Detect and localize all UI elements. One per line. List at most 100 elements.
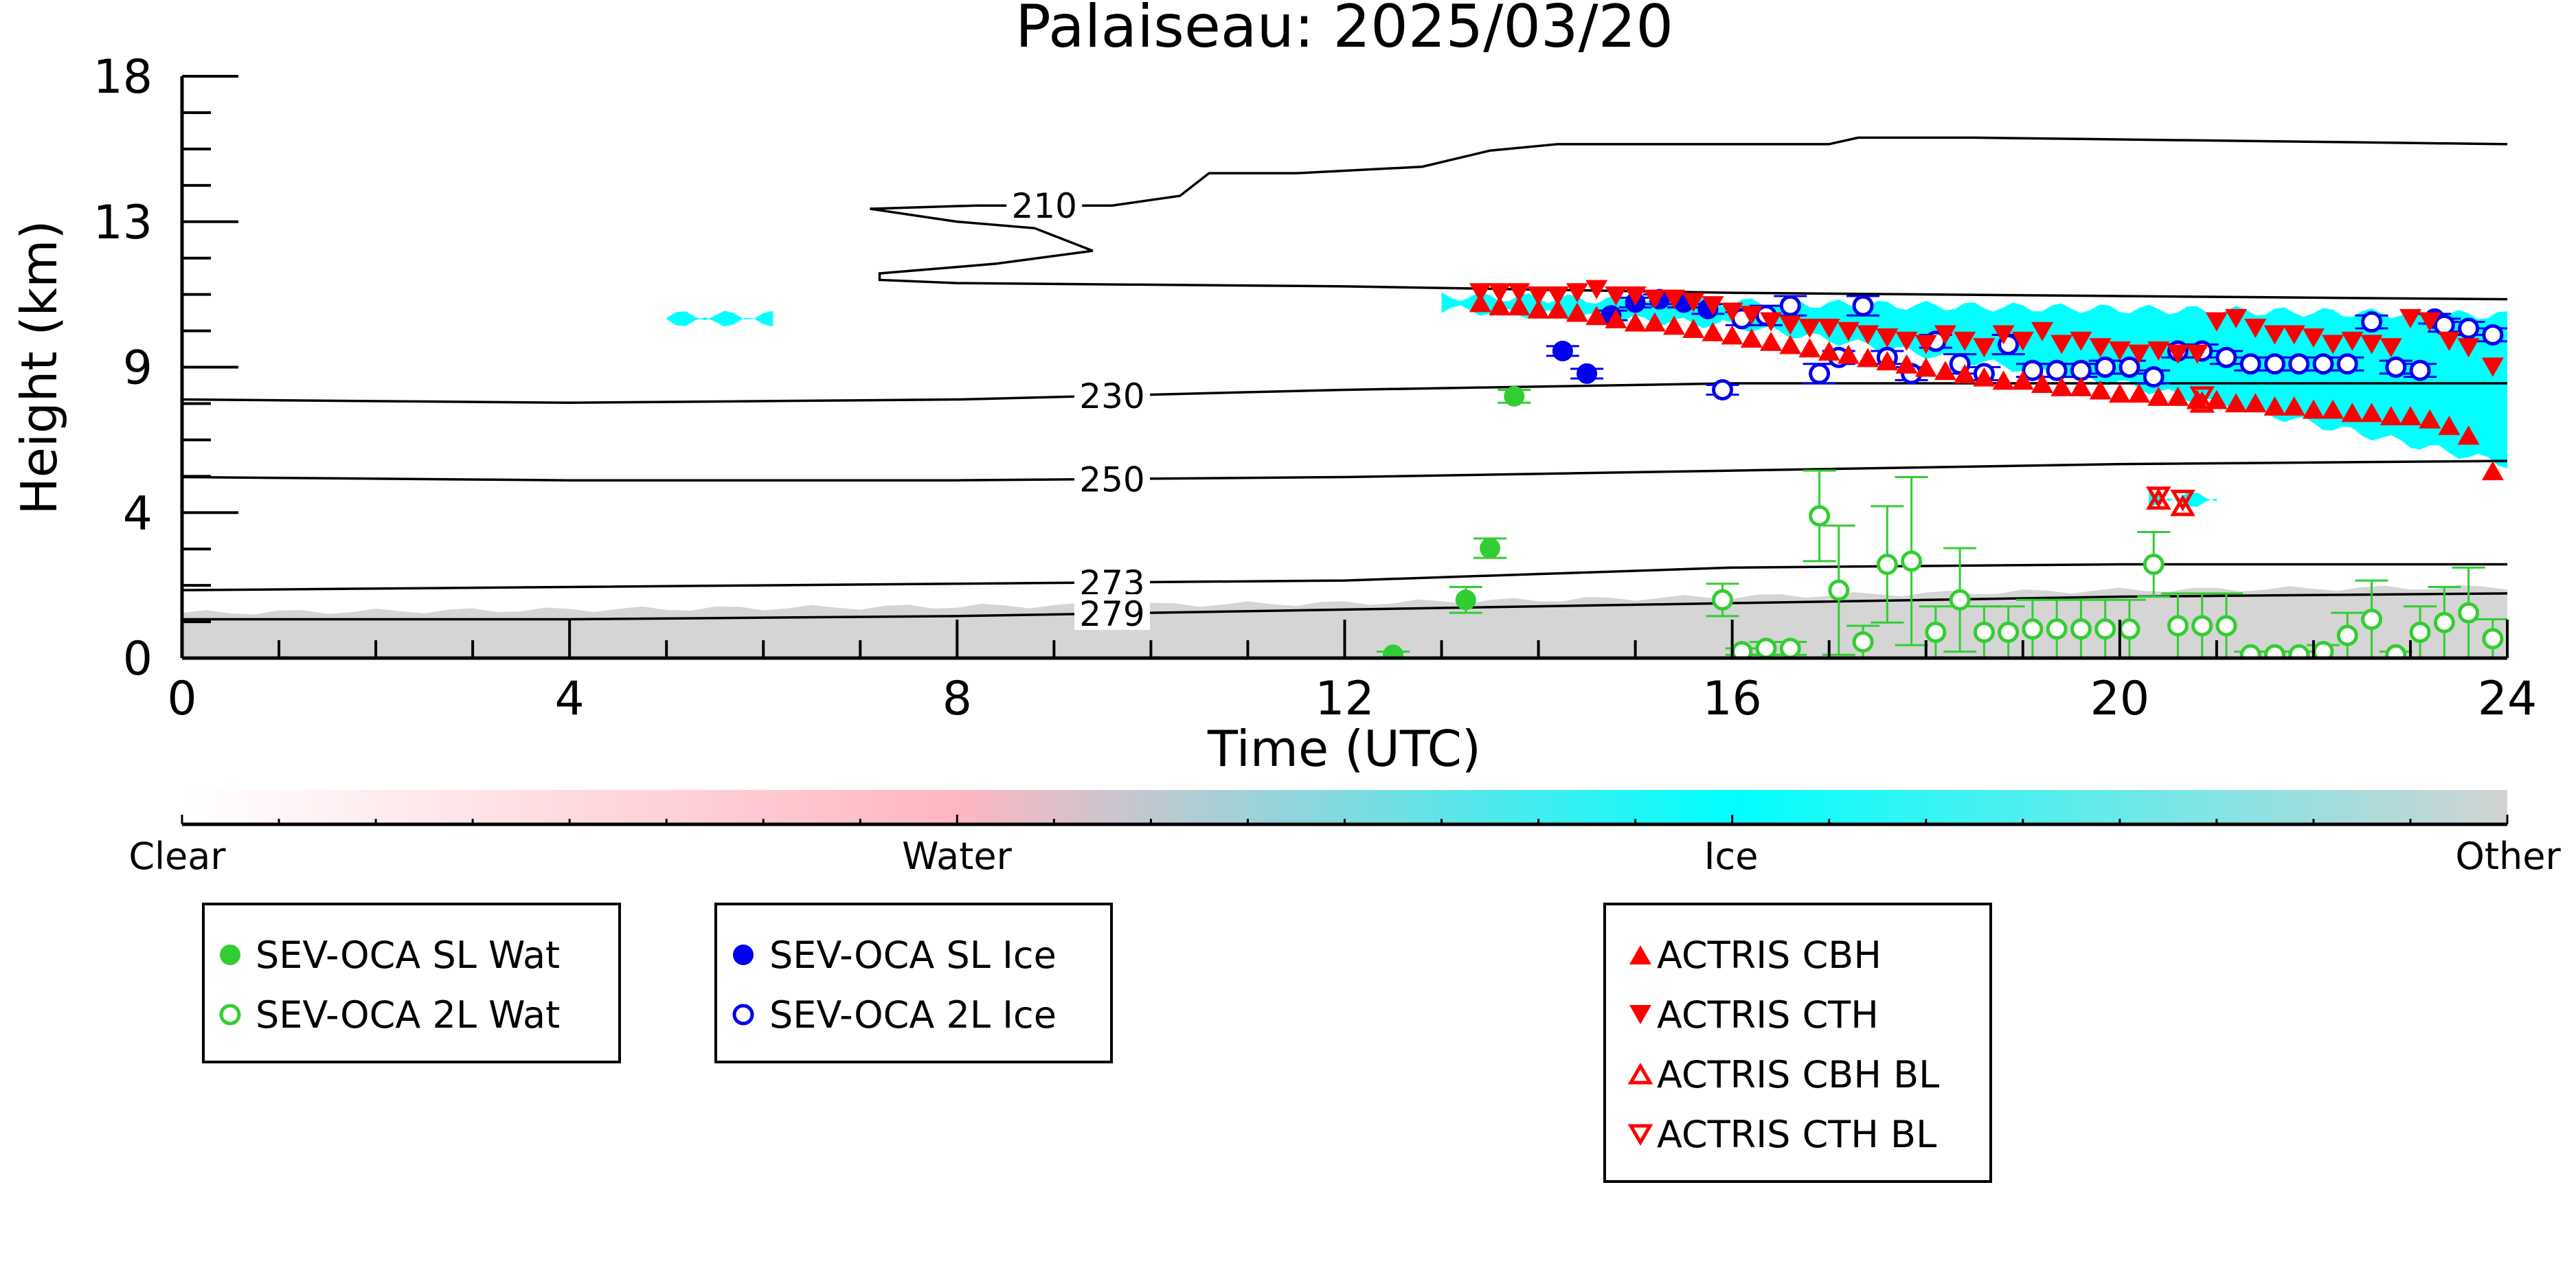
actris-cbh-point xyxy=(1876,351,1899,371)
sev-oca-2l-ice-point xyxy=(2094,357,2116,378)
actris-cbh-point xyxy=(2128,383,2151,403)
actris-cbh-point xyxy=(1605,308,1627,328)
sev-oca-2l-ice-point xyxy=(2288,353,2310,375)
sev-oca-2l-wat-point xyxy=(1998,621,2020,643)
actris-cth-point xyxy=(1566,283,1588,303)
legend-label-cbh: ACTRIS CBH xyxy=(1657,934,1882,977)
sev-oca-2l-ice-point xyxy=(2070,359,2092,381)
legend-label-2l-wat: SEV-OCA 2L Wat xyxy=(256,993,560,1037)
sev-oca-2l-ice-point xyxy=(2215,346,2237,368)
actris-cth-bl-point xyxy=(2145,486,2171,508)
sev-oca-2l-wat-point xyxy=(2143,554,2165,576)
y-tick-label: 18 xyxy=(93,50,152,104)
actris-cth-point xyxy=(2070,331,2092,351)
actris-cth-point xyxy=(2438,331,2461,351)
sev-oca-2l-ice-point xyxy=(2046,359,2068,381)
actris-cth-point xyxy=(2089,338,2112,358)
actris-cbh-point xyxy=(2225,393,2248,413)
actris-cth-point xyxy=(1643,289,1666,309)
sev-oca-2l-wat-point xyxy=(2046,618,2068,640)
y-tick-label: 13 xyxy=(93,196,152,250)
sev-oca-2l-wat-point xyxy=(2215,615,2237,637)
actris-cbh-point xyxy=(2360,403,2383,422)
sev-oca-2l-ice-point xyxy=(1809,363,1831,385)
actris-cbh-point xyxy=(2205,389,2228,409)
actris-cth-point xyxy=(2050,335,2073,354)
ice-cloud-field xyxy=(1441,292,2507,468)
legend-marker-2l-wat xyxy=(219,1004,241,1026)
sev-oca-2l-wat-point xyxy=(2409,621,2431,643)
sev-oca-2l-ice-point xyxy=(1852,295,1874,317)
sev-oca-2l-ice-point xyxy=(1779,295,1801,317)
sev-oca-2l-wat-point xyxy=(1973,621,1995,643)
actris-cbh-point xyxy=(1721,325,1743,345)
sev-oca-sl-wat-point xyxy=(1455,589,1476,611)
actris-cth-point xyxy=(1818,319,1840,339)
sev-oca-sl-wat-point xyxy=(1504,385,1525,407)
sev-oca-2l-wat-point xyxy=(2264,644,2285,658)
actris-cth-point xyxy=(1779,315,1802,335)
x-axis-label: Time (UTC) xyxy=(1207,720,1481,778)
actris-cth-point xyxy=(1740,306,1763,326)
actris-cth-point xyxy=(1702,296,1724,316)
sev-oca-2l-ice-point xyxy=(2336,353,2358,375)
actris-cbh-point xyxy=(2380,406,2402,426)
sev-oca-2l-wat-point xyxy=(2288,644,2310,658)
sev-oca-2l-wat-point xyxy=(2385,644,2407,658)
contour-label-bg xyxy=(1074,594,1150,631)
sev-oca-2l-ice-point xyxy=(2409,359,2431,381)
actris-cth-point xyxy=(1876,328,1899,348)
actris-cth-point xyxy=(2341,331,2364,351)
contour-label-bg xyxy=(1074,376,1150,412)
sev-oca-2l-wat-point xyxy=(1876,554,1898,576)
actris-cbh-point xyxy=(1566,302,1588,322)
sev-oca-2l-wat-point xyxy=(1901,550,1923,572)
colorbar-gradient xyxy=(182,790,2507,824)
legend-label-sl-wat: SEV-OCA SL Wat xyxy=(256,934,560,977)
actris-cth-point xyxy=(1721,302,1743,322)
legend-marker-cbh xyxy=(1629,945,1651,964)
sev-oca-2l-wat-point xyxy=(2119,618,2140,640)
sev-oca-2l-wat-point xyxy=(2094,618,2116,640)
actris-cbh-point xyxy=(1702,321,1724,341)
sev-oca-2l-ice-point xyxy=(2361,311,2383,333)
actris-cbh-point xyxy=(1818,341,1840,361)
contour-label: 279 xyxy=(1079,594,1144,634)
actris-cbh-point xyxy=(1798,338,1821,358)
actris-cbh-point xyxy=(2481,461,2504,481)
legend-label-cth-bl: ACTRIS CTH BL xyxy=(1657,1113,1936,1156)
actris-cbh-point xyxy=(2302,399,2325,419)
legend-label-sl-ice: SEV-OCA SL Ice xyxy=(769,934,1057,977)
sev-oca-2l-wat-point xyxy=(2336,624,2358,646)
actris-cbh-point xyxy=(2050,376,2073,396)
actris-cth-point xyxy=(1895,331,1918,351)
sev-oca-2l-wat-point xyxy=(1852,631,1874,653)
actris-cbh-point xyxy=(2438,416,2461,436)
contour-label-bg xyxy=(1074,460,1150,496)
actris-cth-point xyxy=(2481,357,2504,377)
colorbar: Clear Water Ice Other xyxy=(128,790,2561,878)
actris-cbh-point xyxy=(2322,399,2345,419)
actris-cbh-point xyxy=(1624,312,1647,332)
actris-cth-point xyxy=(2457,338,2480,358)
actris-cth-point xyxy=(1973,338,1996,358)
actris-cbh-point xyxy=(1682,319,1705,339)
x-tick-label: 12 xyxy=(1315,672,1375,726)
actris-cbh-point xyxy=(2108,383,2131,403)
actris-cth-point xyxy=(2031,321,2053,341)
sev-oca-2l-ice-point xyxy=(1712,379,1734,400)
actris-cth-bl-point xyxy=(2189,386,2215,408)
legend-label-cbh-bl: ACTRIS CBH BL xyxy=(1657,1053,1939,1096)
actris-cbh-point xyxy=(2399,406,2421,426)
actris-cbh-point xyxy=(1546,299,1569,319)
actris-cth-point xyxy=(1527,286,1550,306)
actris-cbh-point xyxy=(1643,312,1666,332)
actris-cbh-point xyxy=(2341,403,2364,422)
y-axis-label: Height (km) xyxy=(10,221,68,515)
contour-label-bg xyxy=(1074,563,1150,599)
actris-cbh-point xyxy=(1585,306,1608,326)
legend-label-cth: ACTRIS CTH xyxy=(1657,993,1879,1037)
legend-actris: ACTRIS CBH ACTRIS CTH ACTRIS CBH BL ACTR… xyxy=(1603,903,1992,1183)
